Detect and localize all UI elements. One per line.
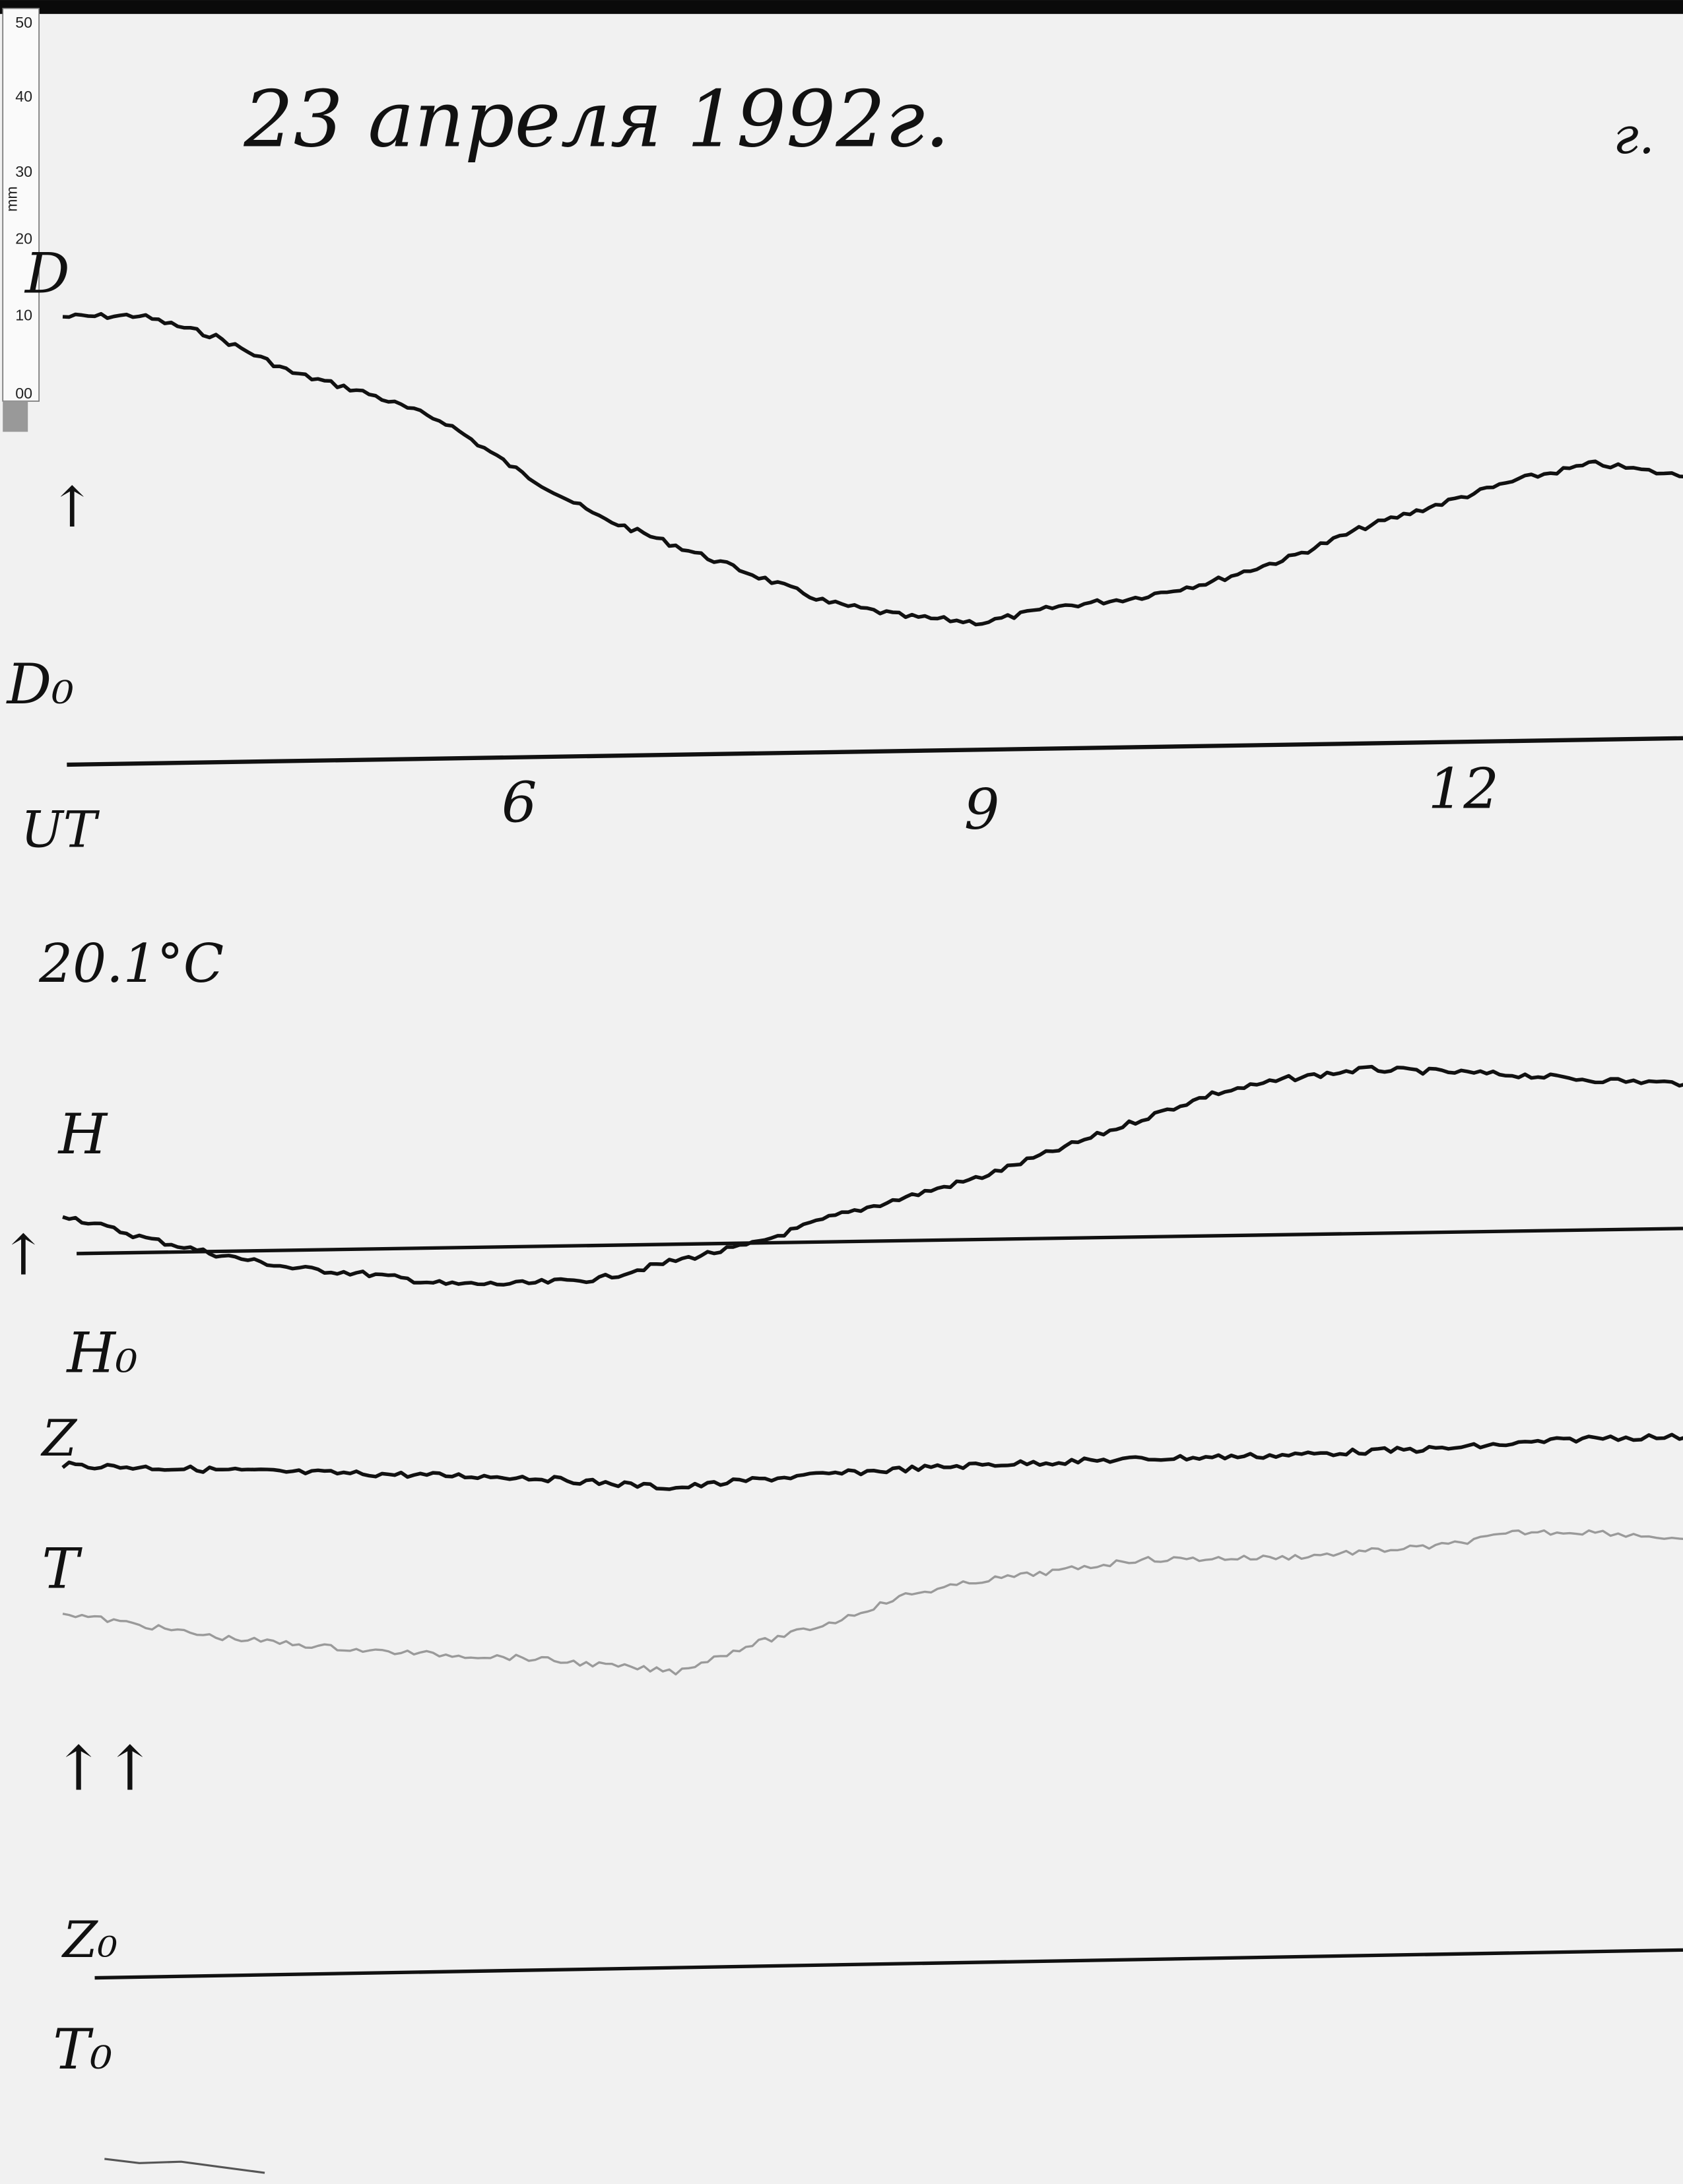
arrow-h-icon: ↑: [0, 1223, 47, 1288]
ruler-tick-40: 40: [15, 88, 32, 105]
trace-t: [62, 1529, 1683, 1676]
ruler-unit: mm: [3, 186, 20, 212]
trace-d: [62, 311, 1683, 627]
trace-z: [61, 1432, 1683, 1491]
label-t: T: [42, 1536, 82, 1601]
label-t0: T₀: [53, 2017, 112, 2082]
ruler-tick-30: 30: [15, 163, 32, 180]
x-tick-9: 9: [964, 777, 1000, 842]
label-h0: H₀: [65, 1320, 137, 1385]
station-mark: г.: [1613, 106, 1655, 165]
label-ut: UT: [21, 800, 100, 858]
label-d: D: [24, 241, 70, 305]
x-tick-12: 12: [1428, 756, 1499, 821]
d0-baseline: [67, 736, 1683, 767]
arrow-d-icon: ↑: [49, 475, 96, 540]
label-h: H: [57, 1102, 108, 1167]
ruler-tick-00: 00: [15, 385, 32, 402]
arrows-zt-icon: ↑↑: [53, 1733, 156, 1805]
date-title: 23 апреля 1992г.: [243, 74, 949, 165]
label-temperature: 20.1°C: [38, 933, 224, 994]
t0-trace-fragment: [104, 2158, 265, 2174]
ruler-tick-50: 50: [15, 14, 32, 31]
trace-h: [62, 1064, 1683, 1287]
label-d0: D₀: [6, 652, 75, 717]
mm-ruler: 50 40 30 mm 20 10 00: [2, 7, 40, 432]
x-tick-6: 6: [502, 770, 537, 835]
label-z: Z: [40, 1409, 77, 1467]
z0-baseline: [94, 1948, 1683, 1980]
ruler-tick-10: 10: [15, 307, 32, 324]
label-z0: Z₀: [61, 1910, 117, 1969]
h0-baseline: [77, 1227, 1683, 1256]
ruler-tick-20: 20: [15, 230, 32, 247]
top-scan-edge: [0, 0, 1683, 15]
